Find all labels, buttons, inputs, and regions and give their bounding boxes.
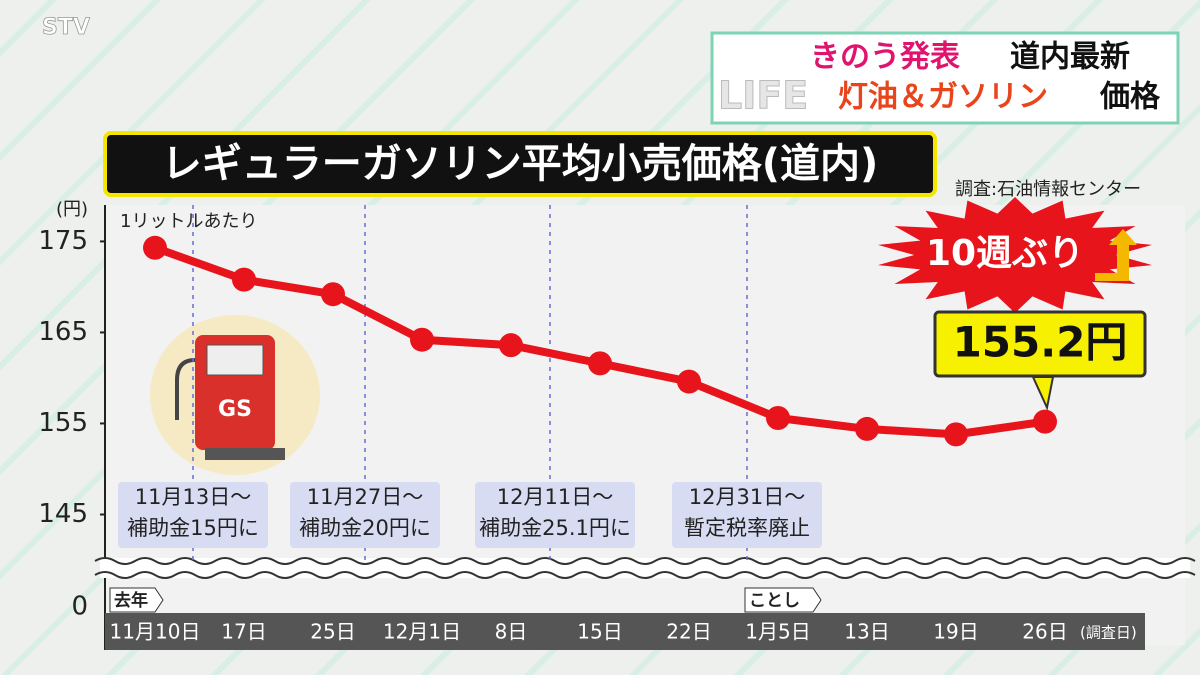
- gas-pump: GS: [150, 315, 320, 475]
- burst-text: 10週ぶり: [926, 233, 1084, 274]
- header-box: [710, 31, 1180, 125]
- x-suffix: (調査日): [1080, 624, 1137, 642]
- y-tick-label: 155: [38, 408, 88, 438]
- point: [499, 333, 523, 358]
- x-tick-label: 13日: [844, 620, 889, 644]
- annotation-box: [475, 482, 635, 548]
- point: [677, 369, 701, 394]
- y-unit: (円): [56, 199, 88, 220]
- value-box: [933, 310, 1147, 378]
- annotation-text: 11月27日〜: [307, 485, 423, 509]
- y-tick-label: 0: [71, 592, 88, 622]
- x-tick-label: 11月10日: [110, 620, 201, 644]
- x-tick-label: 19日: [933, 620, 978, 644]
- icon-label: GS: [218, 397, 252, 422]
- point: [143, 235, 167, 260]
- annotation-text: 補助金15円に: [127, 516, 259, 540]
- x-bar: [105, 613, 1145, 650]
- logo: STV: [42, 15, 90, 40]
- x-tick-label: 1月5日: [745, 620, 810, 644]
- x-tick-label: 26日: [1022, 620, 1067, 644]
- annotation-text: 11月13日〜: [135, 485, 251, 509]
- annotation-text: 12月11日〜: [497, 485, 613, 509]
- title-box: [103, 131, 937, 197]
- annotation-box: [118, 482, 268, 548]
- burst-arrow: [1095, 229, 1137, 281]
- header-text: 灯油＆ガソリン: [838, 80, 1048, 115]
- burst: [877, 197, 1153, 313]
- year-tag-text: ことし: [749, 591, 800, 611]
- annotation-text: 12月31日〜: [689, 485, 805, 509]
- annotation-box: [290, 482, 440, 548]
- point: [410, 327, 434, 352]
- break-line: [94, 557, 1196, 565]
- break-line: [94, 571, 1196, 579]
- point: [588, 351, 612, 376]
- point: [944, 422, 968, 447]
- point: [232, 267, 256, 292]
- year-tag: [744, 587, 822, 613]
- header-text: 道内最新: [1010, 40, 1130, 75]
- header-text: きのう発表: [810, 40, 960, 75]
- x-tick-label: 17日: [221, 620, 266, 644]
- annotation-text: 補助金20円に: [299, 516, 431, 540]
- axis-break: [100, 558, 1190, 578]
- source: 調査:石油情報センター: [955, 179, 1141, 200]
- point: [321, 282, 345, 307]
- x-tick-label: 25日: [310, 620, 355, 644]
- point: [1033, 409, 1057, 434]
- year-tag: [109, 587, 164, 613]
- annotation-text: 補助金25.1円に: [479, 516, 631, 540]
- y-tick-label: 165: [38, 317, 88, 347]
- x-tick-label: 12月1日: [383, 620, 461, 644]
- point: [855, 416, 879, 441]
- chart-title: レギュラーガソリン平均小売価格(道内): [162, 141, 879, 187]
- y-tick-label: 145: [38, 499, 88, 529]
- point: [766, 406, 790, 430]
- header-corner: LIFE: [718, 74, 808, 118]
- x-tick-label: 15日: [577, 620, 622, 644]
- x-tick-label: 8日: [495, 620, 528, 644]
- x-tick-label: 22日: [666, 620, 711, 644]
- header-text: 価格: [1099, 80, 1161, 115]
- year-tag-text: 去年: [114, 590, 148, 611]
- y-tick-label: 175: [38, 226, 88, 256]
- annotation-text: 暫定税率廃止: [684, 516, 810, 540]
- value-label: 155.2円: [953, 318, 1128, 367]
- annotation-box: [672, 482, 822, 548]
- subtitle: 1リットルあたり: [120, 211, 257, 232]
